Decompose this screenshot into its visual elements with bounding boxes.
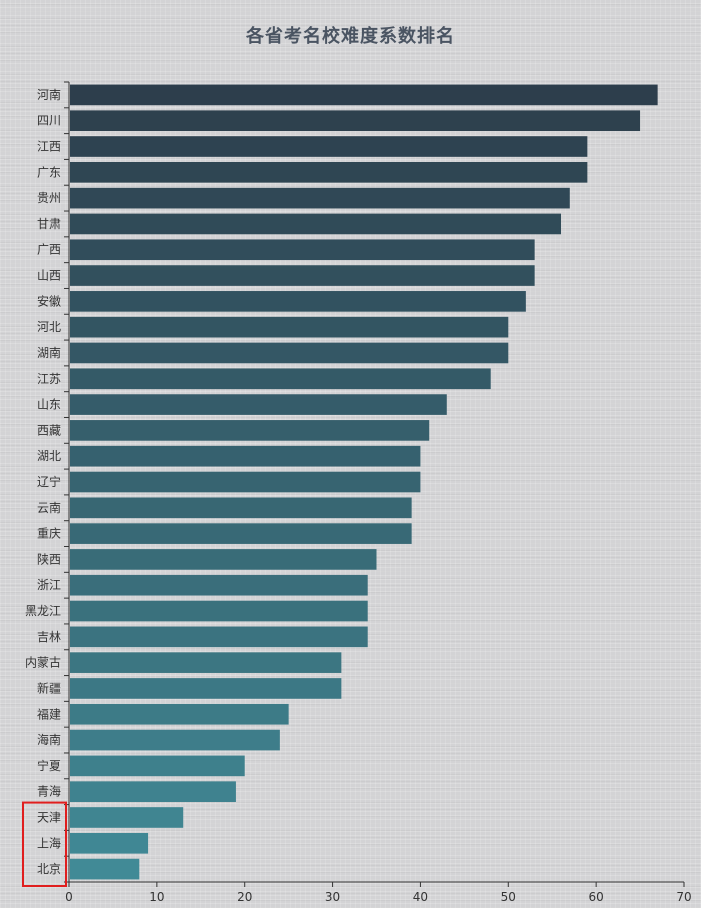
category-label: 江苏 xyxy=(37,372,61,386)
category-label: 广西 xyxy=(37,243,61,257)
bar-内蒙古 xyxy=(70,652,342,673)
category-label: 黑龙江 xyxy=(25,604,61,618)
bar-广西 xyxy=(70,239,535,261)
category-label: 吉林 xyxy=(37,630,61,644)
bar-青海 xyxy=(70,781,236,802)
category-label: 青海 xyxy=(37,784,61,799)
bar-重庆 xyxy=(70,523,412,544)
bar-浙江 xyxy=(70,574,368,596)
category-label: 辽宁 xyxy=(37,474,61,489)
bar-湖北 xyxy=(70,445,421,467)
category-label: 浙江 xyxy=(37,578,61,592)
bar-河北 xyxy=(70,316,509,338)
x-tick-label: 50 xyxy=(501,890,516,904)
category-label: 海南 xyxy=(37,732,61,747)
bar-北京 xyxy=(70,858,140,880)
category-label: 陕西 xyxy=(37,551,61,566)
category-label: 四川 xyxy=(37,114,61,128)
bar-湖南 xyxy=(70,342,509,364)
bar-贵州 xyxy=(70,187,570,209)
category-label: 宁夏 xyxy=(37,758,61,773)
bar-西藏 xyxy=(70,420,430,441)
bar-山西 xyxy=(70,265,535,286)
x-tick-label: 70 xyxy=(676,890,691,904)
bar-福建 xyxy=(70,703,289,725)
category-label: 云南 xyxy=(37,500,61,515)
bar-天津 xyxy=(70,807,184,828)
category-label: 天津 xyxy=(37,810,61,824)
bars-layer xyxy=(70,84,658,880)
bar-山东 xyxy=(70,394,447,415)
bar-黑龙江 xyxy=(70,600,368,622)
bar-吉林 xyxy=(70,626,368,648)
bar-四川 xyxy=(70,110,641,132)
category-label: 江西 xyxy=(37,140,61,154)
category-label: 广东 xyxy=(37,165,61,179)
x-tick-label: 0 xyxy=(65,890,73,904)
category-label: 湖南 xyxy=(37,345,61,360)
category-label: 西藏 xyxy=(37,423,61,437)
bar-辽宁 xyxy=(70,471,421,493)
highlight-box xyxy=(22,801,67,887)
x-tick-label: 40 xyxy=(413,890,428,904)
category-label: 新疆 xyxy=(37,680,61,695)
x-tick-label: 60 xyxy=(589,890,604,904)
bar-海南 xyxy=(70,729,280,751)
bar-陕西 xyxy=(70,549,377,570)
category-label: 山东 xyxy=(37,398,61,412)
bar-新疆 xyxy=(70,678,342,699)
bar-宁夏 xyxy=(70,755,245,777)
category-label: 上海 xyxy=(37,835,61,850)
category-label: 内蒙古 xyxy=(25,655,61,670)
axes-layer xyxy=(64,81,685,887)
category-label: 北京 xyxy=(37,862,61,876)
category-label: 甘肃 xyxy=(37,217,61,231)
highlight-layer xyxy=(22,801,67,887)
category-label: 河南 xyxy=(37,87,61,102)
category-label: 贵州 xyxy=(37,191,61,205)
labels-layer: 河南四川江西广东贵州甘肃广西山西安徽河北湖南江苏山东西藏湖北辽宁云南重庆陕西浙江… xyxy=(25,87,692,904)
category-label: 重庆 xyxy=(37,527,61,541)
category-label: 福建 xyxy=(37,706,61,721)
x-tick-label: 20 xyxy=(237,890,252,904)
bar-上海 xyxy=(70,832,149,854)
bar-云南 xyxy=(70,497,412,519)
bar-甘肃 xyxy=(70,213,561,235)
category-label: 河北 xyxy=(37,320,61,334)
bar-安徽 xyxy=(70,291,526,312)
bar-江苏 xyxy=(70,368,491,390)
chart-title: 各省考名校难度系数排名 xyxy=(246,26,455,47)
category-label: 山西 xyxy=(37,269,61,283)
bar-广东 xyxy=(70,162,588,183)
category-label: 湖北 xyxy=(37,448,61,463)
x-tick-label: 10 xyxy=(149,890,164,904)
bar-江西 xyxy=(70,136,588,157)
x-tick-label: 30 xyxy=(325,890,340,904)
category-label: 安徽 xyxy=(37,293,61,308)
bar-河南 xyxy=(70,84,658,106)
